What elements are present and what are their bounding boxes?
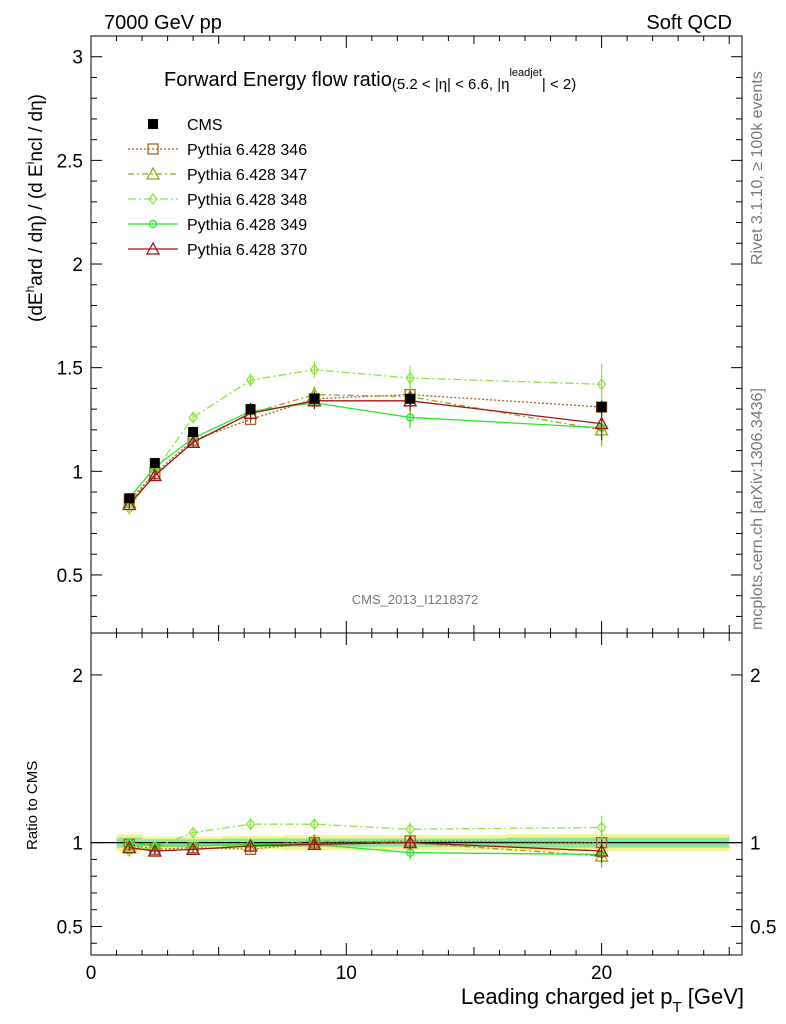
x-tick-label: 0 [86, 963, 97, 984]
ratio-data-point [124, 844, 135, 858]
data-point [245, 374, 256, 387]
bottom-y-tick-labels: 0.5 0.5 1 1 2 2 [57, 666, 777, 939]
ratio-data-point [243, 838, 258, 852]
data-point [147, 468, 162, 482]
legend-label: CMS [187, 117, 223, 134]
data-point [594, 416, 609, 430]
legend-label: Pythia 6.428 348 [187, 192, 307, 209]
analysis-watermark: CMS_2013_I1218372 [352, 592, 479, 607]
legend-marker [145, 241, 161, 255]
data-point [405, 413, 415, 422]
cms-data-point [124, 493, 135, 504]
top-y-tick-label: 2.5 [57, 151, 83, 172]
x-tick-labels: 0 10 20 [86, 963, 612, 984]
legend-label: Pythia 6.428 349 [187, 217, 307, 234]
axis-ticks [90, 36, 742, 955]
bottom-y-tick-label-right: 1 [750, 834, 761, 855]
bottom-y-tick-label: 1 [72, 834, 83, 855]
cms-data-point [309, 393, 320, 404]
legend-marker [145, 166, 161, 180]
top-y-tick-labels: 0.5 1 1.5 2 2.5 3 [57, 48, 83, 587]
cms-data-point [405, 393, 416, 404]
mcplots-label: mcplots.cern.ch [arXiv:1306.3436] [749, 388, 766, 630]
header-left: 7000 GeV pp [104, 12, 222, 34]
legend-marker [147, 143, 159, 155]
ratio-data-point [188, 826, 198, 839]
top-y-tick-label: 1.5 [57, 359, 83, 380]
bottom-y-tick-label: 2 [72, 666, 83, 687]
legend: CMS Pythia 6.428 346 Pythia 6.428 347 Pythi… [128, 117, 307, 259]
top-y-tick-label: 3 [72, 48, 83, 69]
data-point [188, 411, 198, 424]
ratio-data-point [122, 840, 137, 854]
top-y-axis-label: (dEhard / dη) / (d Eincl / dη) [23, 94, 47, 322]
chart-title: Forward Energy flow ratio(5.2 < |η| < 6.… [164, 67, 576, 93]
data-point [122, 497, 137, 511]
data-point [596, 378, 607, 391]
bottom-y-tick-label-right: 2 [750, 666, 761, 687]
bottom-panel-frame [90, 632, 743, 956]
x-tick-label: 10 [336, 963, 357, 984]
ratio-data-point [147, 843, 162, 857]
legend-label: Pythia 6.428 347 [187, 167, 307, 184]
top-data-layer [122, 361, 609, 515]
bottom-y-axis-label: Ratio to CMS [24, 761, 41, 850]
series-line [128, 400, 602, 505]
top-y-tick-label: 0.5 [57, 566, 83, 587]
legend-label: Pythia 6.428 346 [187, 142, 307, 159]
top-y-tick-label: 1 [72, 462, 83, 483]
header-right: Soft QCD [646, 12, 732, 34]
cms-data-point [188, 426, 199, 437]
x-tick-label: 20 [591, 963, 612, 984]
data-point [186, 434, 201, 448]
ratio-data-point [405, 823, 415, 836]
ratio-data-point [186, 841, 201, 855]
top-y-tick-label: 2 [72, 255, 83, 276]
legend-marker [148, 192, 158, 206]
ratio-data-point [245, 818, 256, 831]
bottom-y-tick-label-right: 0.5 [750, 917, 776, 938]
ratio-data-point [309, 818, 320, 831]
bottom-y-tick-label: 0.5 [57, 917, 83, 938]
legend-marker [148, 219, 158, 229]
cms-data-point [245, 404, 256, 415]
bottom-data-layer [122, 815, 609, 868]
ratio-data-point [403, 835, 418, 849]
data-point [405, 371, 415, 385]
ratio-data-point [596, 821, 607, 834]
cms-data-point [596, 402, 607, 413]
cms-data-point [149, 458, 160, 469]
rivet-label: Rivet 3.1.10, ≥ 100k events [749, 71, 766, 265]
data-point [124, 502, 135, 515]
data-point [309, 363, 320, 376]
legend-marker-cms [148, 119, 158, 129]
ratio-data-point [307, 836, 322, 850]
legend-label: Pythia 6.428 370 [187, 242, 307, 259]
x-axis-label: Leading charged jet pT [GeV] [461, 984, 744, 1016]
ratio-data-point [594, 843, 609, 857]
